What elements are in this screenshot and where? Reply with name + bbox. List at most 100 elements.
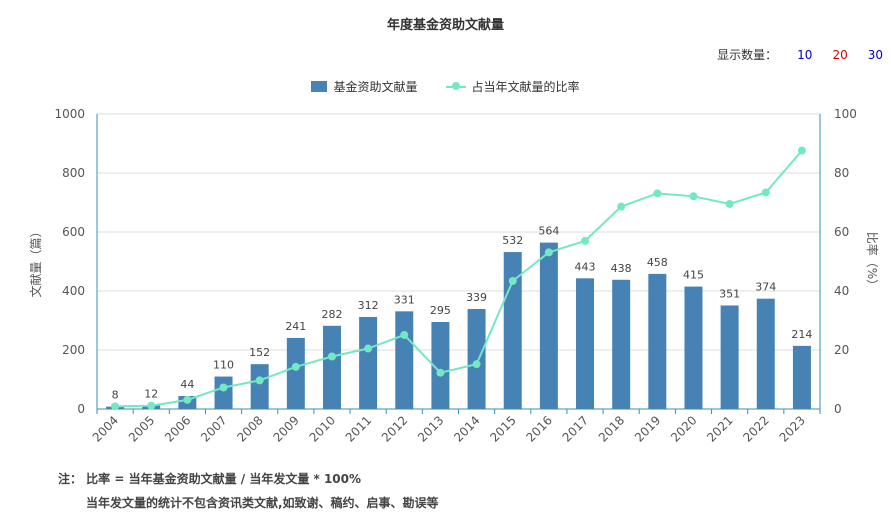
ratio-point	[725, 199, 734, 208]
legend-item-line-series[interactable]: 占当年文献量的比率	[445, 78, 580, 95]
ratio-point	[400, 330, 409, 339]
display-count-selector: 显示数量： 10 20 30	[717, 46, 883, 63]
x-tick-label: 2022	[740, 413, 771, 444]
ratio-point	[327, 352, 336, 361]
x-tick-label: 2008	[234, 413, 265, 444]
legend-bar-label: 基金资助文献量	[333, 80, 418, 94]
x-tick-label: 2007	[198, 413, 229, 444]
legend-line-label: 占当年文献量的比率	[471, 80, 580, 94]
bar	[792, 345, 811, 409]
bar	[648, 273, 667, 409]
x-tick-label: 2019	[632, 413, 663, 444]
x-tick-label: 2012	[379, 413, 410, 444]
x-tick-label: 2009	[270, 413, 301, 444]
bar	[756, 298, 775, 409]
y2-tick-label: 20	[834, 343, 849, 357]
x-tick-label: 2021	[704, 413, 735, 444]
bar-value-label: 12	[144, 387, 158, 400]
ratio-point	[147, 401, 156, 410]
bar-value-label: 331	[394, 293, 415, 306]
ratio-point	[689, 192, 698, 201]
ratio-point	[472, 360, 481, 369]
ratio-point	[761, 188, 770, 197]
x-tick-label: 2004	[90, 413, 121, 444]
x-tick-label: 2016	[523, 413, 554, 444]
bar-value-label: 44	[180, 378, 194, 391]
bar-value-label: 351	[719, 287, 740, 300]
y-axis-title: 文献量（篇）	[28, 225, 43, 297]
bar-value-label: 214	[791, 328, 812, 341]
bar-value-label: 443	[575, 260, 596, 273]
x-tick-label: 2006	[162, 413, 193, 444]
x-tick-label: 2020	[668, 413, 699, 444]
ratio-point	[797, 146, 806, 155]
bar-value-label: 295	[430, 304, 451, 317]
bar	[612, 279, 631, 409]
bar	[576, 278, 595, 409]
ratio-point	[653, 189, 662, 198]
y2-tick-label: 0	[834, 402, 842, 416]
y-tick-label: 400	[62, 284, 85, 298]
bar-value-label: 374	[755, 281, 776, 294]
ratio-point	[364, 344, 373, 353]
legend-item-bar-series[interactable]: 基金资助文献量	[311, 78, 418, 95]
ratio-point	[291, 362, 300, 371]
bar-value-label: 8	[112, 389, 119, 402]
ratio-line	[115, 149, 803, 408]
bar-value-label: 152	[249, 346, 270, 359]
display-count-option-20[interactable]: 20	[832, 47, 848, 62]
y2-tick-label: 60	[834, 225, 849, 239]
x-tick-label: 2018	[596, 413, 627, 444]
bar	[322, 325, 341, 409]
bar	[431, 321, 450, 409]
bar-value-label: 339	[466, 291, 487, 304]
display-count-label: 显示数量：	[717, 48, 778, 62]
bar-value-label: 110	[213, 359, 234, 372]
y-tick-label: 600	[62, 225, 85, 239]
chart-legend: 基金资助文献量 占当年文献量的比率	[0, 78, 891, 95]
bar	[539, 242, 558, 409]
ratio-point	[581, 236, 590, 245]
x-tick-label: 2011	[343, 413, 374, 444]
bar	[395, 311, 414, 409]
bar	[359, 316, 378, 409]
display-count-option-30[interactable]: 30	[867, 47, 883, 62]
y2-tick-label: 100	[834, 107, 857, 121]
y2-tick-label: 80	[834, 166, 849, 180]
bar	[684, 286, 703, 409]
bar-value-label: 241	[285, 320, 306, 333]
bar-value-label: 282	[321, 308, 342, 321]
bar-value-label: 312	[358, 299, 379, 312]
bar-value-label: 458	[647, 256, 668, 269]
ratio-point	[183, 395, 192, 404]
chart-title: 年度基金资助文献量	[386, 18, 504, 33]
y-tick-label: 0	[77, 402, 85, 416]
x-tick-label: 2014	[451, 413, 482, 444]
y2-axis-title: 比率（%）	[865, 232, 880, 291]
ratio-point	[436, 368, 445, 377]
y-tick-label: 1000	[54, 107, 85, 121]
x-tick-label: 2017	[560, 413, 591, 444]
bar	[286, 337, 305, 409]
bar-value-label: 564	[538, 225, 559, 238]
bar-value-label: 532	[502, 234, 523, 247]
x-tick-label: 2015	[487, 413, 518, 444]
legend-bar-swatch	[311, 81, 328, 92]
x-tick-label: 2013	[415, 413, 446, 444]
bar	[250, 364, 269, 409]
ratio-point	[219, 383, 228, 392]
ratio-point	[111, 402, 120, 411]
x-tick-label: 2010	[307, 413, 338, 444]
bar	[720, 305, 739, 409]
bar-value-label: 438	[611, 262, 632, 275]
ratio-point	[508, 276, 517, 285]
ratio-point	[617, 202, 626, 211]
ratio-point	[544, 248, 553, 257]
display-count-option-10[interactable]: 10	[797, 47, 813, 62]
y-tick-label: 800	[62, 166, 85, 180]
y-tick-label: 200	[62, 343, 85, 357]
ratio-point	[255, 376, 264, 385]
legend-line-swatch	[445, 81, 466, 92]
bar	[214, 376, 233, 409]
